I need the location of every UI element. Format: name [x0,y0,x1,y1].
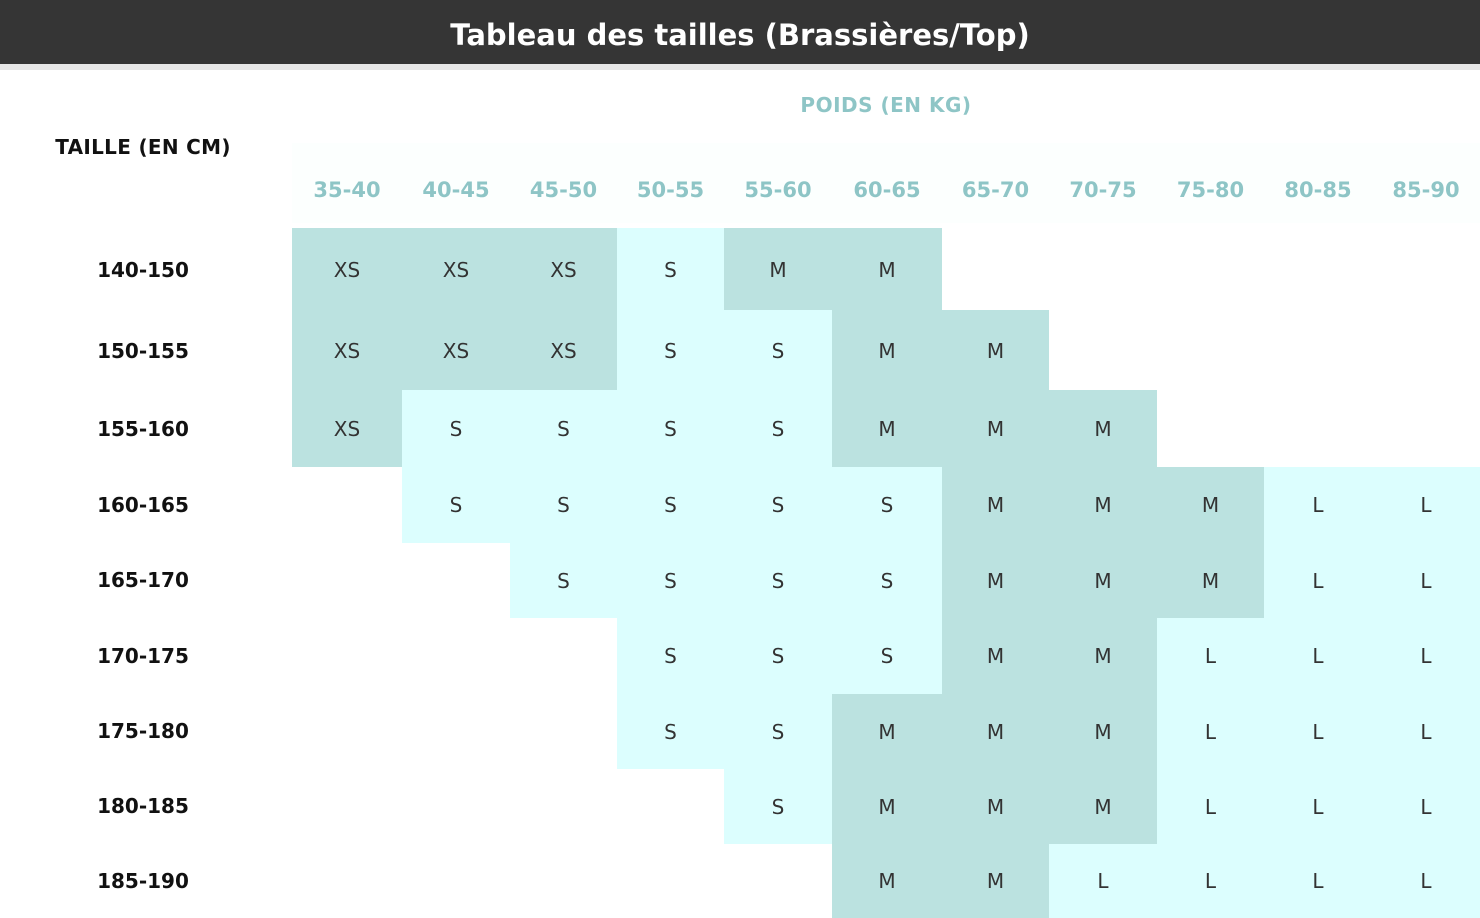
size-cell: S [402,390,510,467]
size-cell: L [1264,769,1372,844]
size-cell: M [832,228,942,310]
size-cell: S [724,694,832,769]
size-cell: S [724,390,832,467]
size-cell: S [617,694,724,769]
size-cell: M [1049,769,1157,844]
size-cell: L [1157,844,1264,918]
size-cell: M [1157,543,1264,618]
size-cell: L [1372,467,1480,543]
column-header-weight: 85-90 [1392,178,1460,202]
size-cell: XS [402,228,510,310]
size-cell: S [617,467,724,543]
size-cell: L [1264,543,1372,618]
size-cell: M [1049,618,1157,694]
size-cell: M [724,228,832,310]
row-header-height: 185-190 [97,869,189,893]
row-header-height: 180-185 [97,794,189,818]
size-cell: S [724,467,832,543]
size-cell: M [832,769,942,844]
column-header-weight: 40-45 [422,178,490,202]
size-cell: L [1264,844,1372,918]
size-cell: L [1372,694,1480,769]
column-header-band [292,143,1480,223]
size-cell: L [1264,694,1372,769]
row-header-height: 155-160 [97,417,189,441]
size-cell: L [1157,694,1264,769]
row-header-height: 165-170 [97,568,189,592]
size-cell: XS [510,228,617,310]
size-cell: S [617,310,724,390]
size-cell: S [832,543,942,618]
size-cell: S [617,390,724,467]
column-header-weight: 55-60 [744,178,812,202]
size-cell: M [942,310,1049,390]
size-cell: S [724,618,832,694]
size-cell: XS [292,390,402,467]
size-cell: M [1157,467,1264,543]
row-header-height: 170-175 [97,644,189,668]
size-cell: M [942,769,1049,844]
size-cell: M [832,310,942,390]
size-cell: M [1049,694,1157,769]
column-header-weight: 65-70 [961,178,1030,202]
size-cell: XS [292,228,402,310]
size-cell: S [832,618,942,694]
size-cell: S [510,543,617,618]
title-bar: Tableau des tailles (Brassières/Top) [0,0,1480,70]
size-cell: XS [292,310,402,390]
height-axis-label: TAILLE (EN CM) [55,135,231,159]
size-cell: M [832,694,942,769]
size-cell: M [1049,390,1157,467]
size-cell: M [1049,467,1157,543]
size-cell: L [1372,543,1480,618]
column-header-weight: 70-75 [1069,178,1137,202]
row-header-height: 150-155 [97,339,189,363]
row-header-height: 160-165 [97,493,189,517]
size-cell: L [1264,467,1372,543]
size-cell: XS [510,310,617,390]
size-cell: M [832,844,942,918]
size-cell: M [942,694,1049,769]
column-header-weight: 45-50 [529,178,598,202]
row-header-height: 175-180 [97,719,189,743]
size-cell: M [942,844,1049,918]
size-cell: S [724,543,832,618]
size-cell: L [1049,844,1157,918]
size-cell: S [617,228,724,310]
column-header-weight: 50-55 [636,178,705,202]
size-cell: S [617,618,724,694]
page-title: Tableau des tailles (Brassières/Top) [450,18,1030,52]
size-cell: M [942,467,1049,543]
size-cell: M [832,390,942,467]
size-cell: XS [402,310,510,390]
size-cell: S [617,543,724,618]
size-cell: M [942,618,1049,694]
column-header-weight: 75-80 [1176,178,1245,202]
size-cell: M [942,390,1049,467]
size-cell: S [510,390,617,467]
row-header-height: 140-150 [97,258,189,282]
size-cell: S [402,467,510,543]
size-cell: L [1264,618,1372,694]
column-header-weight: 35-40 [313,178,381,202]
size-cell: L [1372,844,1480,918]
size-cell: S [724,310,832,390]
size-cell: M [942,543,1049,618]
size-cell: L [1372,769,1480,844]
size-cell: L [1157,618,1264,694]
size-cell: L [1372,618,1480,694]
column-header-weight: 60-65 [853,178,921,202]
weight-axis-label: POIDS (EN KG) [800,93,972,117]
size-cell: S [510,467,617,543]
size-cell: M [1049,543,1157,618]
column-header-weight: 80-85 [1284,178,1352,202]
size-cell: L [1157,769,1264,844]
size-cell: S [724,769,832,844]
size-cell: S [832,467,942,543]
